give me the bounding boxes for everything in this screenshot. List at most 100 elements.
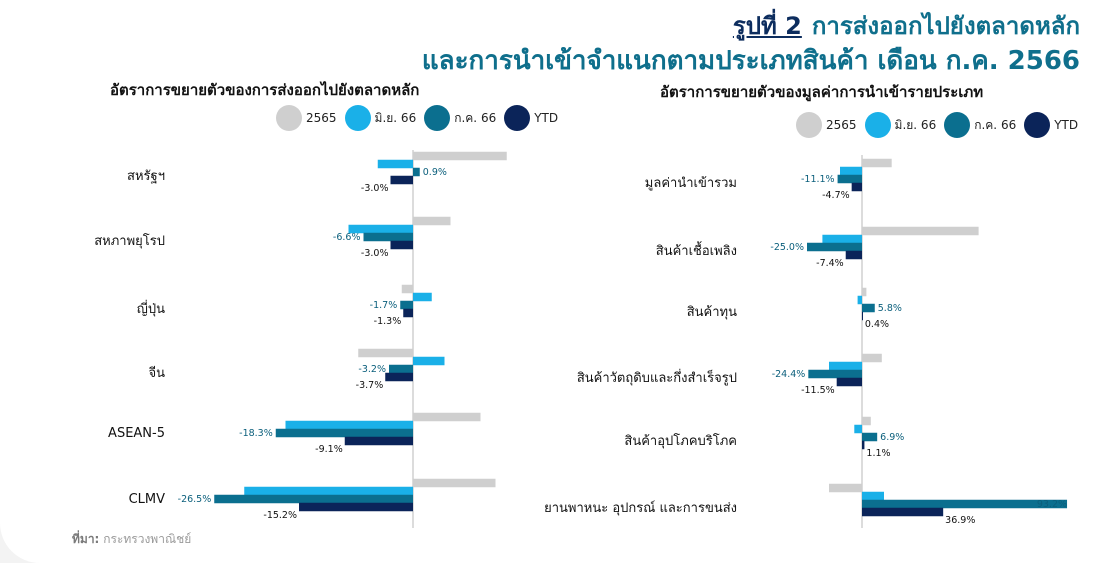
export-bar-ytd xyxy=(390,175,413,185)
export-bar-jul-66 xyxy=(275,428,413,438)
export-category-label: สหรัฐฯ xyxy=(127,169,165,184)
import-data-label-ytd: 36.9% xyxy=(945,515,975,526)
legend-swatch-ytd xyxy=(1024,112,1051,138)
source-note: ที่มา: กระทรวงพาณิชย์ xyxy=(72,530,191,549)
export-bar-ytd xyxy=(299,502,413,512)
export-category-label: ASEAN-5 xyxy=(108,426,165,441)
export-data-label-ytd: -9.1% xyxy=(315,444,343,455)
export-bar-ytd xyxy=(385,372,413,382)
import-bar-2565 xyxy=(862,226,979,236)
export-bar-jul-66 xyxy=(214,494,413,504)
import-chart-title: อัตราการขยายตัวของมูลค่าการนำเข้ารายประเ… xyxy=(660,83,984,101)
import-legend: 2565 มิ.ย. 66 ก.ค. 66 YTD xyxy=(796,112,1086,138)
export-bar-jul-66 xyxy=(389,364,413,374)
import-bar-ytd xyxy=(862,440,865,450)
figure-title-line2: และการนำเข้าจำแนกตามประเภทสินค้า เดือน ก… xyxy=(421,46,1080,76)
legend-label: มิ.ย. 66 xyxy=(894,117,937,132)
legend-item-jul-66: ก.ค. 66 xyxy=(424,105,496,131)
import-category-label: สินค้าทุน xyxy=(686,305,737,320)
import-bar-ytd xyxy=(845,250,862,260)
export-bar-ytd xyxy=(344,436,413,446)
legend-item-jun-66: มิ.ย. 66 xyxy=(864,112,937,138)
legend-label: 2565 xyxy=(826,118,857,132)
export-category-label: สหภาพยุโรป xyxy=(94,234,165,249)
import-data-label-jul-66: 5.8% xyxy=(878,303,902,314)
import-bar-jun-66 xyxy=(829,361,862,371)
export-bar-2565 xyxy=(413,216,451,226)
export-bar-jun-66 xyxy=(285,420,413,430)
export-bar-2565 xyxy=(413,412,481,422)
import-data-label-jul-66: 93.2% xyxy=(1037,499,1067,510)
export-data-label-jul-66: -6.6% xyxy=(333,232,361,243)
import-data-label-ytd: 0.4% xyxy=(865,319,889,330)
import-bar-jun-66 xyxy=(840,166,862,176)
import-bar-2565 xyxy=(829,483,862,493)
import-bar-jul-66 xyxy=(808,369,862,379)
export-bar-2565 xyxy=(413,151,507,161)
export-bar-jul-66 xyxy=(363,232,413,242)
import-category-label: ยานพาหนะ อุปกรณ์ และการขนส่ง xyxy=(544,501,737,516)
import-bar-jun-66 xyxy=(862,491,884,501)
export-legend: 2565 มิ.ย. 66 ก.ค. 66 YTD xyxy=(276,105,566,131)
import-bar-2565 xyxy=(862,353,882,363)
export-bar-2565 xyxy=(401,284,413,294)
export-bar-jul-66 xyxy=(400,300,413,310)
legend-item-2565: 2565 xyxy=(276,105,337,131)
legend-swatch-jul-66 xyxy=(944,112,971,138)
import-bar-ytd xyxy=(862,311,863,321)
figure-title-line1: รูปที่ 2 การส่งออกไปยังตลาดหลัก xyxy=(733,6,1080,45)
legend-swatch-jun-66 xyxy=(864,112,891,138)
legend-label: YTD xyxy=(1054,118,1079,132)
export-category-label: CLMV xyxy=(128,492,165,507)
import-bar-jul-66 xyxy=(837,174,862,184)
export-bar-jul-66 xyxy=(413,167,420,177)
export-data-label-ytd: -3.0% xyxy=(361,183,389,194)
figure-label: รูปที่ 2 xyxy=(732,12,802,40)
import-data-label-ytd: 1.1% xyxy=(866,448,890,459)
import-category-label: สินค้าอุปโภคบริโภค xyxy=(624,434,737,449)
import-bar-ytd xyxy=(836,377,862,387)
export-data-label-ytd: -1.3% xyxy=(374,316,402,327)
export-bar-jun-66 xyxy=(377,159,413,169)
export-category-label: ญี่ปุ่น xyxy=(136,302,165,317)
legend-label: ก.ค. 66 xyxy=(974,117,1017,132)
import-data-label-ytd: -4.7% xyxy=(822,190,850,201)
export-bar-2565 xyxy=(413,478,496,488)
legend-item-jun-66: มิ.ย. 66 xyxy=(344,105,417,131)
export-bar-ytd xyxy=(390,240,413,250)
legend-item-ytd: YTD xyxy=(1024,112,1078,138)
legend-swatch-ytd xyxy=(504,105,531,131)
import-bar-2565 xyxy=(862,416,871,426)
import-category-label: มูลค่านำเข้ารวม xyxy=(644,176,737,191)
legend-label: YTD xyxy=(534,111,559,125)
import-data-label-ytd: -11.5% xyxy=(801,385,835,396)
import-data-label-jul-66: -11.1% xyxy=(801,174,835,185)
export-bar-jun-66 xyxy=(413,356,445,366)
import-bar-ytd xyxy=(862,507,944,517)
legend-label: มิ.ย. 66 xyxy=(374,110,417,125)
import-category-label: สินค้าวัตถุดิบและกึ่งสำเร็จรูป xyxy=(576,371,737,386)
export-data-label-jul-66: -26.5% xyxy=(178,494,212,505)
import-bar-jul-66 xyxy=(862,432,878,442)
import-data-label-ytd: -7.4% xyxy=(816,258,844,269)
export-data-label-jul-66: -3.2% xyxy=(358,364,386,375)
source-label: ที่มา: xyxy=(72,532,100,546)
import-data-label-jul-66: 6.9% xyxy=(880,432,904,443)
legend-swatch-2565 xyxy=(796,112,822,138)
import-bar-jul-66 xyxy=(862,303,875,313)
import-bar-2565 xyxy=(862,158,892,168)
export-data-label-jul-66: -1.7% xyxy=(370,300,398,311)
export-data-label-ytd: -15.2% xyxy=(263,510,297,521)
import-bar-jun-66 xyxy=(857,295,862,305)
import-data-label-jul-66: -24.4% xyxy=(772,369,806,380)
import-bar-jul-66 xyxy=(807,242,862,252)
legend-item-ytd: YTD xyxy=(504,105,558,131)
import-bar-jun-66 xyxy=(854,424,862,434)
legend-swatch-jun-66 xyxy=(344,105,371,131)
export-chart-title: อัตราการขยายตัวของการส่งออกไปยังตลาดหลัก xyxy=(110,81,420,99)
import-bar-jun-66 xyxy=(822,234,862,244)
export-bar-jun-66 xyxy=(413,292,432,302)
export-bar-2565 xyxy=(358,348,413,358)
legend-label: 2565 xyxy=(306,111,337,125)
